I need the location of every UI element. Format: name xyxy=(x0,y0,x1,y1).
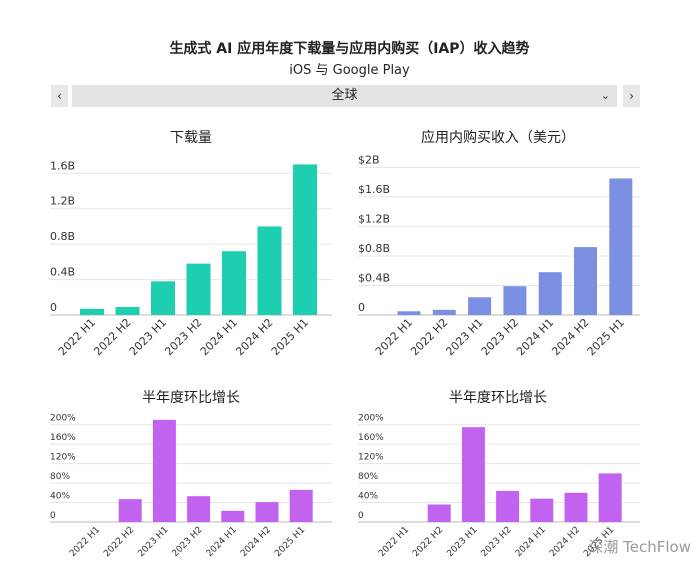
x-tick-label: 2022 H1 xyxy=(56,316,98,358)
bar xyxy=(221,510,245,522)
chart-title-growth-iap: 半年度环比增长 xyxy=(449,390,547,406)
y-tick-label: 200% xyxy=(50,414,76,424)
watermark: 深潮 TechFlow xyxy=(588,538,691,556)
chevron-down-icon: ⌄ xyxy=(600,89,610,102)
x-tick-label: 2022 H2 xyxy=(91,316,133,358)
bar xyxy=(397,311,421,315)
y-tick-label: 80% xyxy=(50,472,70,482)
y-tick-label: 40% xyxy=(50,492,70,502)
bar xyxy=(222,251,246,315)
x-tick-label: 2024 H2 xyxy=(548,525,582,559)
bar xyxy=(118,499,142,522)
bar xyxy=(530,498,554,522)
x-tick-label: 2023 H2 xyxy=(480,525,514,559)
bar xyxy=(574,247,597,315)
x-tick-label: 2023 H1 xyxy=(445,525,479,559)
x-tick-label: 2024 H1 xyxy=(205,525,239,559)
bar xyxy=(115,307,140,315)
x-tick-label: 2024 H2 xyxy=(549,316,591,358)
bar xyxy=(609,178,633,315)
x-tick-label: 2022 H1 xyxy=(373,316,415,358)
bar xyxy=(186,263,211,315)
bar xyxy=(255,502,279,522)
y-tick-label: 1.6B xyxy=(50,159,75,172)
x-tick-label: 2022 H2 xyxy=(102,525,136,559)
bar xyxy=(538,272,562,315)
x-tick-label: 2024 H1 xyxy=(198,316,240,358)
y-tick-label: 0 xyxy=(358,511,364,521)
y-tick-label: $0.4B xyxy=(358,271,390,284)
x-tick-label: 2022 H1 xyxy=(68,525,102,559)
region-select[interactable]: 全球 ⌄ xyxy=(72,85,617,107)
bar xyxy=(187,496,211,522)
bar xyxy=(151,281,175,315)
x-tick-label: 2025 H1 xyxy=(273,525,307,559)
y-tick-label: 160% xyxy=(50,433,76,443)
bar xyxy=(432,309,456,315)
x-tick-label: 2024 H1 xyxy=(514,525,548,559)
bar xyxy=(461,427,485,522)
chart-title-iap: 应用内购买收入（美元） xyxy=(421,130,575,146)
y-tick-label: 1.2B xyxy=(50,195,75,208)
y-tick-label: $0.8B xyxy=(358,242,390,255)
chart-title-growth-downloads: 半年度环比增长 xyxy=(142,390,240,406)
x-tick-label: 2024 H2 xyxy=(239,525,273,559)
x-tick-label: 2022 H2 xyxy=(408,316,450,358)
bar xyxy=(427,504,451,522)
y-tick-label: 120% xyxy=(50,453,76,463)
y-tick-label: 40% xyxy=(358,492,378,502)
y-tick-label: 0 xyxy=(50,511,56,521)
y-tick-label: 200% xyxy=(358,414,384,424)
x-tick-label: 2024 H2 xyxy=(233,316,275,358)
x-tick-label: 2025 H1 xyxy=(269,316,311,358)
y-tick-label: $1.2B xyxy=(358,212,390,225)
bar xyxy=(293,164,317,315)
bar xyxy=(564,492,588,522)
y-tick-label: 160% xyxy=(358,433,384,443)
bar xyxy=(496,490,520,522)
bar xyxy=(289,489,313,522)
y-tick-label: $1.6B xyxy=(358,183,390,196)
y-tick-label: 0.8B xyxy=(50,230,75,243)
x-tick-label: 2022 H2 xyxy=(411,525,445,559)
x-tick-label: 2023 H1 xyxy=(127,316,169,358)
x-tick-label: 2023 H2 xyxy=(171,525,205,559)
y-tick-label: 0.4B xyxy=(50,266,75,279)
x-tick-label: 2023 H2 xyxy=(162,316,204,358)
next-button[interactable]: › xyxy=(623,85,640,107)
x-tick-label: 2024 H1 xyxy=(514,316,556,358)
bar xyxy=(503,286,527,315)
bar xyxy=(80,308,104,315)
y-tick-label: 0 xyxy=(358,301,365,314)
x-tick-label: 2023 H1 xyxy=(136,525,170,559)
bar xyxy=(598,473,622,522)
region-select-value: 全球 xyxy=(331,88,358,103)
page-title: 生成式 AI 应用年度下载量与应用内购买（IAP）收入趋势 xyxy=(169,41,530,57)
x-tick-label: 2025 H1 xyxy=(585,316,627,358)
y-tick-label: 120% xyxy=(358,453,384,463)
y-tick-label: $2B xyxy=(358,153,380,166)
x-tick-label: 2023 H2 xyxy=(479,316,521,358)
x-tick-label: 2023 H1 xyxy=(443,316,485,358)
page-subtitle: iOS 与 Google Play xyxy=(289,63,410,78)
prev-button[interactable]: ‹ xyxy=(51,85,68,107)
bar xyxy=(468,297,492,315)
bar xyxy=(152,419,176,522)
chart-title-downloads: 下载量 xyxy=(170,130,212,146)
y-tick-label: 0 xyxy=(50,301,57,314)
y-tick-label: 80% xyxy=(358,472,378,482)
bar xyxy=(257,226,282,315)
x-tick-label: 2022 H1 xyxy=(377,525,411,559)
